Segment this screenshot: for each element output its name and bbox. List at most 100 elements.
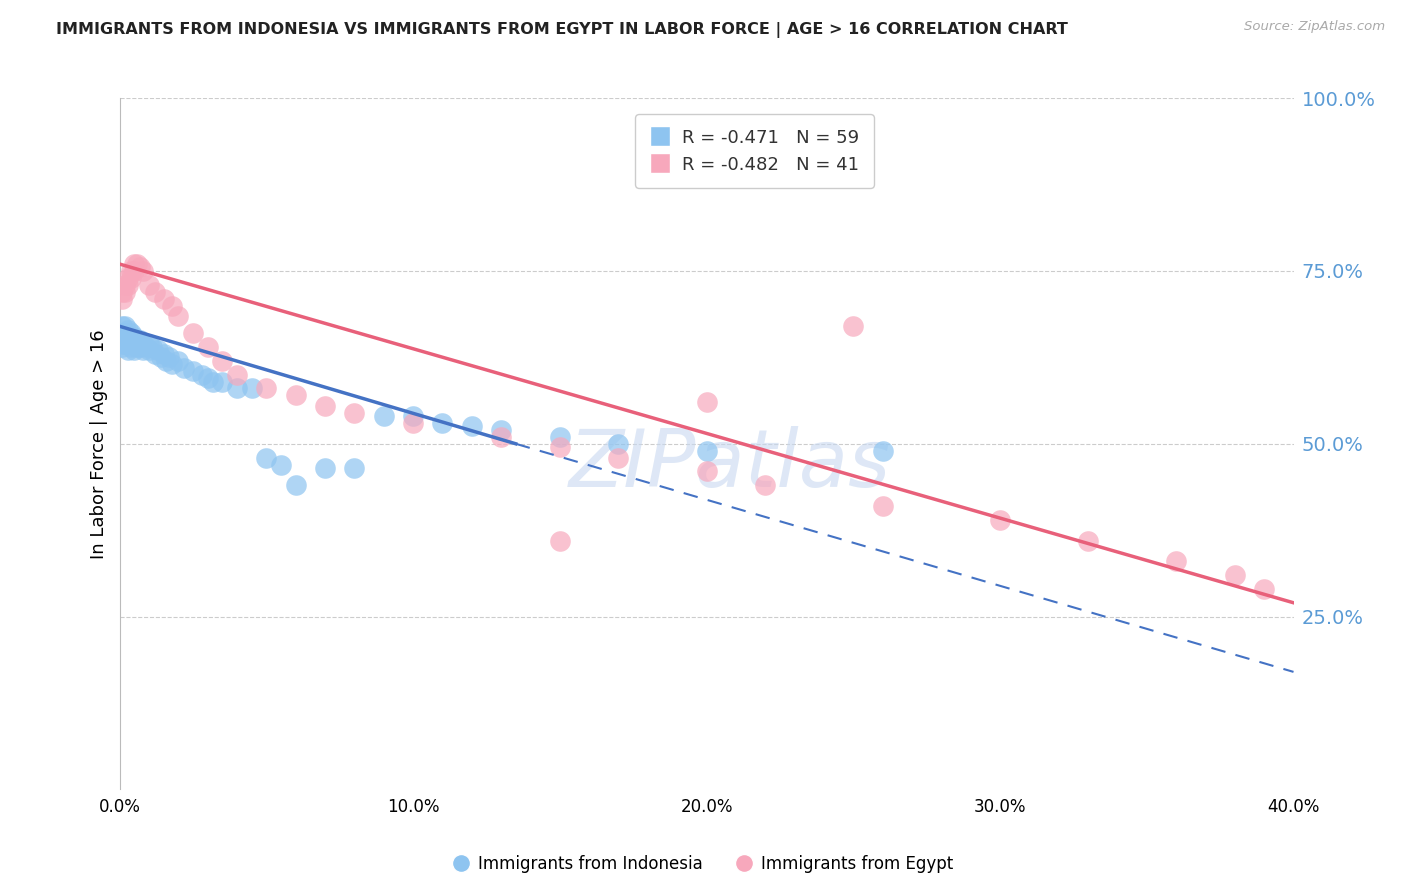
Point <box>111 292 134 306</box>
Point <box>157 351 180 365</box>
Point <box>284 388 307 402</box>
Point <box>117 277 139 292</box>
Point <box>114 326 136 341</box>
Point <box>138 336 160 351</box>
Point <box>343 461 366 475</box>
Point <box>314 461 336 475</box>
Point <box>135 340 157 354</box>
Point <box>122 336 145 351</box>
Point <box>696 395 718 409</box>
Point <box>254 450 277 465</box>
Point <box>432 416 454 430</box>
Legend: R = -0.471   N = 59, R = -0.482   N = 41: R = -0.471 N = 59, R = -0.482 N = 41 <box>636 114 873 188</box>
Point <box>132 264 155 278</box>
Point <box>143 347 166 361</box>
Point <box>111 333 134 347</box>
Point <box>181 364 204 378</box>
Point <box>129 340 152 354</box>
Point <box>270 458 292 472</box>
Point <box>122 343 145 358</box>
Point <box>343 406 366 420</box>
Point <box>197 371 219 385</box>
Point <box>402 409 425 424</box>
Point <box>402 416 425 430</box>
Point <box>489 423 512 437</box>
Point <box>143 285 166 299</box>
Point <box>460 419 484 434</box>
Point <box>373 409 395 424</box>
Point <box>254 382 277 396</box>
Point <box>211 375 233 389</box>
Point <box>114 277 136 292</box>
Point <box>120 333 142 347</box>
Point <box>872 443 894 458</box>
Point <box>129 333 152 347</box>
Point <box>114 285 136 299</box>
Point <box>696 465 718 479</box>
Point <box>314 399 336 413</box>
Text: ZIPatlas: ZIPatlas <box>569 425 891 503</box>
Point <box>111 326 134 341</box>
Point <box>120 264 142 278</box>
Point <box>120 271 142 285</box>
Point <box>114 319 136 334</box>
Text: IMMIGRANTS FROM INDONESIA VS IMMIGRANTS FROM EGYPT IN LABOR FORCE | AGE > 16 COR: IMMIGRANTS FROM INDONESIA VS IMMIGRANTS … <box>56 22 1069 38</box>
Point <box>111 340 134 354</box>
Text: Source: ZipAtlas.com: Source: ZipAtlas.com <box>1244 20 1385 33</box>
Point <box>190 368 212 382</box>
Point <box>872 499 894 513</box>
Point <box>988 513 1011 527</box>
Point <box>120 326 142 341</box>
Point <box>127 257 149 271</box>
Point <box>1253 582 1275 596</box>
Point <box>122 329 145 343</box>
Point <box>548 430 571 444</box>
Point <box>122 264 145 278</box>
Point <box>111 285 134 299</box>
Point <box>120 340 142 354</box>
Point <box>122 257 145 271</box>
Point <box>117 329 139 343</box>
Point <box>167 309 190 323</box>
Point <box>173 360 195 375</box>
Point <box>152 292 174 306</box>
Point <box>149 351 172 365</box>
Point <box>117 336 139 351</box>
Point <box>146 343 169 358</box>
Point <box>117 323 139 337</box>
Point <box>167 354 190 368</box>
Point <box>155 354 177 368</box>
Point <box>754 478 776 492</box>
Point <box>842 319 865 334</box>
Legend: Immigrants from Indonesia, Immigrants from Egypt: Immigrants from Indonesia, Immigrants fr… <box>446 848 960 880</box>
Point <box>1077 533 1099 548</box>
Point <box>1164 554 1187 568</box>
Point <box>111 319 134 334</box>
Point <box>127 333 149 347</box>
Point <box>225 368 249 382</box>
Point <box>114 336 136 351</box>
Point <box>202 375 225 389</box>
Point <box>225 382 249 396</box>
Point <box>696 443 718 458</box>
Point <box>132 343 155 358</box>
Point <box>111 336 134 351</box>
Point <box>127 340 149 354</box>
Point <box>181 326 204 341</box>
Point <box>607 450 630 465</box>
Point <box>117 343 139 358</box>
Point <box>152 347 174 361</box>
Point <box>138 277 160 292</box>
Point <box>162 357 184 371</box>
Point <box>129 260 152 275</box>
Point <box>1223 568 1246 582</box>
Point <box>162 299 184 313</box>
Point <box>138 343 160 358</box>
Point <box>489 430 512 444</box>
Point <box>548 440 571 454</box>
Point <box>117 271 139 285</box>
Point <box>548 533 571 548</box>
Point <box>240 382 263 396</box>
Y-axis label: In Labor Force | Age > 16: In Labor Force | Age > 16 <box>90 329 108 558</box>
Point <box>211 354 233 368</box>
